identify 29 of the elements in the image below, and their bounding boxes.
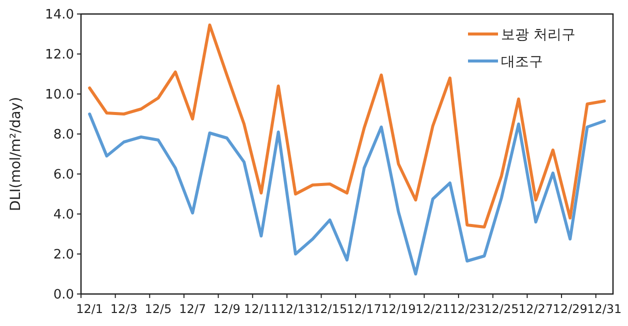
- x-tick-label: 12/23: [450, 302, 484, 316]
- legend-label: 보광 처리구: [501, 27, 576, 43]
- x-tick-label: 12/1: [76, 302, 104, 316]
- x-tick-label: 12/17: [346, 302, 382, 316]
- x-tick-label: 12/5: [144, 302, 172, 316]
- line-series: [88, 112, 606, 276]
- x-tick-label: 12/25: [484, 302, 519, 316]
- y-tick-label: 2.0: [53, 248, 74, 262]
- x-tick-label: 12/29: [552, 302, 588, 316]
- x-tick-label: 12/27: [518, 302, 554, 316]
- line-series: [88, 24, 606, 228]
- y-tick-label: 14.0: [45, 8, 74, 22]
- y-axis-title: DLI(mol/m²/day): [8, 96, 24, 212]
- x-tick-label: 12/21: [416, 302, 450, 316]
- x-tick-label: 12/3: [110, 302, 138, 316]
- y-tick-label: 0.0: [53, 288, 74, 302]
- x-tick-label: 12/19: [381, 302, 416, 316]
- x-tick-label: 12/9: [213, 302, 240, 316]
- x-tick-label: 12/15: [312, 302, 348, 316]
- x-tick-label: 12/31: [587, 302, 622, 316]
- legend-label: 대조구: [501, 54, 543, 70]
- x-tick-label: 12/11: [244, 302, 278, 316]
- y-tick-label: 10.0: [45, 88, 74, 102]
- x-tick-label: 12/13: [278, 302, 313, 316]
- x-tick-label: 12/7: [179, 302, 206, 316]
- y-tick-label: 12.0: [45, 48, 74, 62]
- y-tick-label: 4.0: [53, 208, 74, 222]
- y-tick-label: 8.0: [53, 128, 74, 142]
- y-tick-label: 6.0: [53, 168, 74, 182]
